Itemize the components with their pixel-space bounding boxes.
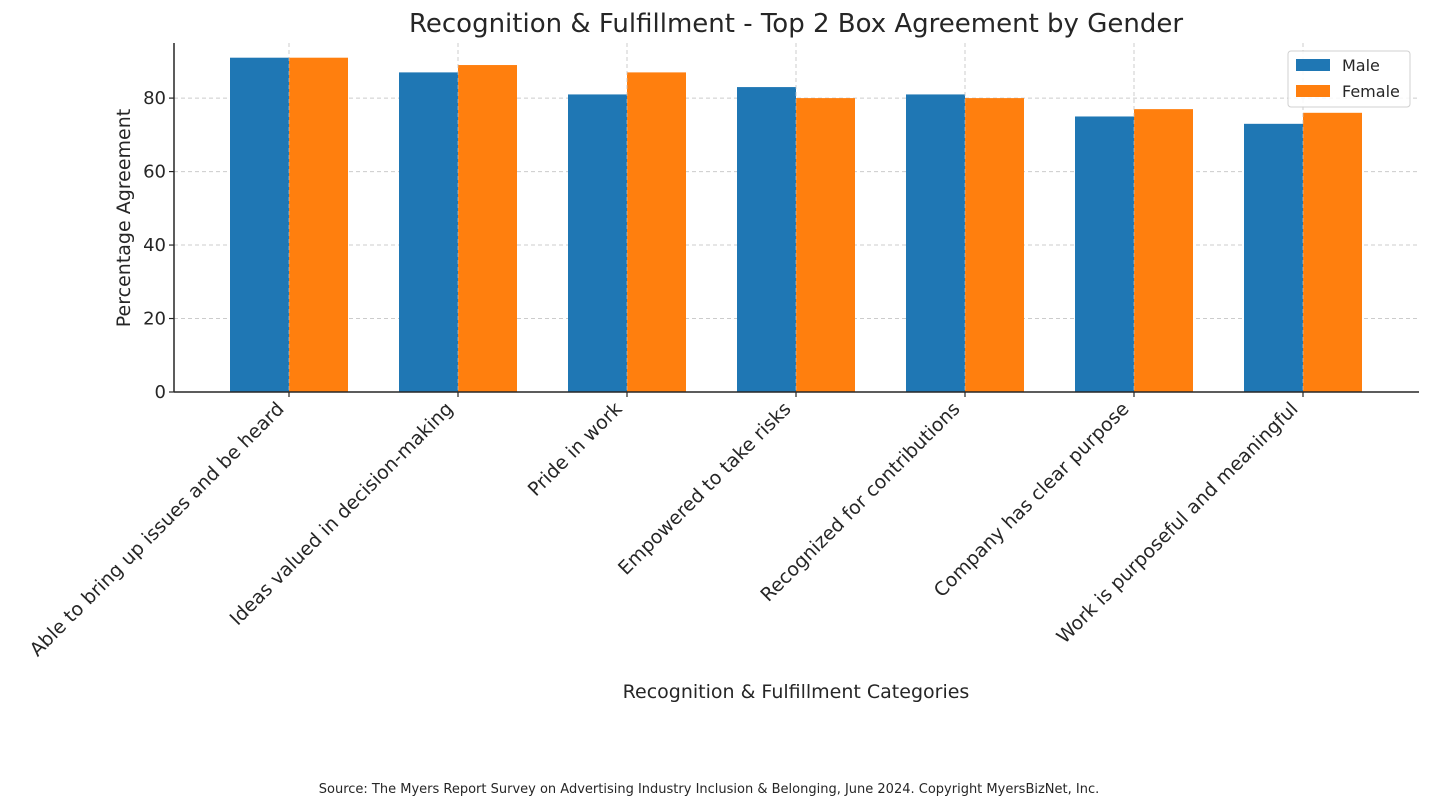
bars-group <box>230 43 1362 393</box>
bar-female <box>458 65 517 392</box>
bar-male <box>399 72 458 393</box>
bar-male <box>737 87 796 392</box>
y-tick-label: 40 <box>143 235 166 256</box>
bar-female <box>796 98 855 393</box>
legend-label-male: Male <box>1342 56 1380 75</box>
y-tick-label: 80 <box>143 88 166 109</box>
x-tick-label: Pride in work <box>524 398 627 501</box>
bar-male <box>1244 123 1303 393</box>
bar-female <box>965 98 1024 393</box>
y-axis-label: Percentage Agreement <box>113 109 135 327</box>
legend-swatch-female <box>1296 85 1330 97</box>
x-tick-label: Recognized for contributions <box>756 398 964 606</box>
chart-title: Recognition & Fulfillment - Top 2 Box Ag… <box>409 9 1183 39</box>
bar-female <box>1303 112 1362 393</box>
bar-female <box>627 72 686 393</box>
bar-male <box>1075 116 1134 392</box>
bar-female <box>289 57 348 393</box>
legend-label-female: Female <box>1342 82 1400 101</box>
bar-male <box>906 94 965 392</box>
y-ticks: 0 20 40 60 80 <box>143 88 174 403</box>
y-tick-label: 0 <box>155 382 166 403</box>
bar-male <box>568 94 627 392</box>
x-axis-label: Recognition & Fulfillment Categories <box>623 681 970 703</box>
legend-swatch-male <box>1296 59 1330 71</box>
x-tick-label: Company has clear purpose <box>930 398 1134 602</box>
y-tick-label: 20 <box>143 309 166 330</box>
x-tick-label: Empowered to take risks <box>614 398 796 580</box>
source-note: Source: The Myers Report Survey on Adver… <box>319 782 1099 797</box>
bar-female <box>1134 109 1193 392</box>
bar-male <box>230 57 289 393</box>
legend: Male Female <box>1287 50 1411 108</box>
x-ticks: Able to bring up issues and be heardIdea… <box>26 392 1304 661</box>
y-tick-label: 60 <box>143 162 166 183</box>
